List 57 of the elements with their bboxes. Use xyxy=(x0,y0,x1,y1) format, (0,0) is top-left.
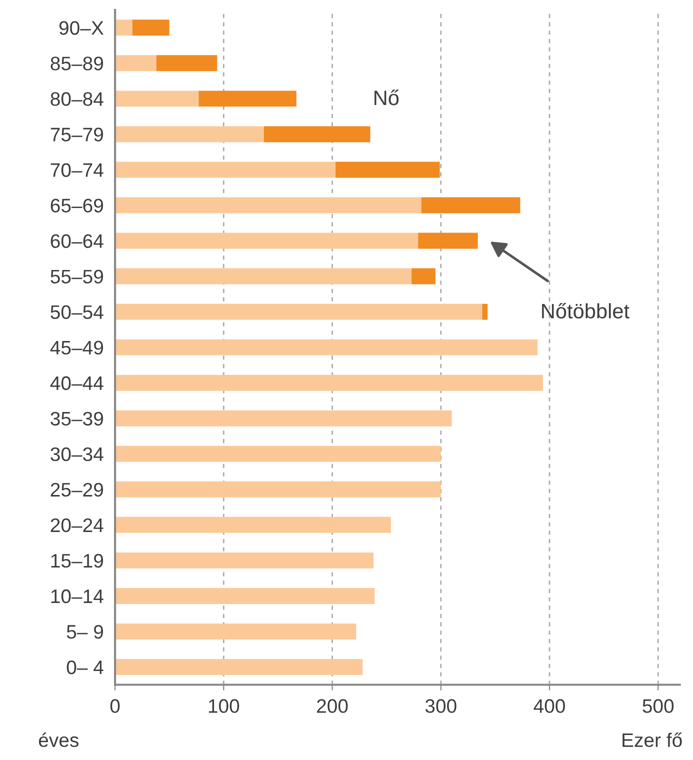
y-tick-label: 45–49 xyxy=(50,340,104,355)
bar xyxy=(115,232,418,249)
bar xyxy=(418,232,478,249)
bar xyxy=(115,552,374,568)
annotation: Nő xyxy=(374,90,399,106)
bar xyxy=(115,339,538,356)
y-tick-label: 10–14 xyxy=(51,589,104,604)
bar xyxy=(132,20,170,36)
y-tick-label: 85–89 xyxy=(50,56,104,70)
x-tick-label: 300 xyxy=(425,699,456,713)
x-axis-title: Ezer fő xyxy=(622,732,682,748)
y-tick-label: 65–69 xyxy=(50,198,104,212)
y-tick-label: 15–19 xyxy=(51,554,104,568)
bar xyxy=(115,304,482,320)
y-axis-title: éves xyxy=(38,732,78,748)
y-tick-label: 75–79 xyxy=(50,128,104,142)
bar xyxy=(115,446,441,462)
bar xyxy=(115,374,543,391)
bar xyxy=(115,126,264,142)
bar xyxy=(115,481,441,498)
y-tick-label: 40–44 xyxy=(50,376,104,390)
bar xyxy=(156,55,218,72)
bar xyxy=(115,55,156,72)
bar xyxy=(264,126,370,142)
bar xyxy=(421,197,520,214)
x-tick-label: 0 xyxy=(110,699,120,713)
y-tick-label: 5– 9 xyxy=(66,624,104,639)
y-tick-label: 60–64 xyxy=(50,234,104,248)
y-tick-label: 80–84 xyxy=(50,92,104,106)
bar xyxy=(336,162,440,178)
bar xyxy=(115,162,336,178)
y-tick-label: 55–59 xyxy=(50,270,104,284)
bar xyxy=(115,659,363,675)
y-tick-label: 35–39 xyxy=(50,412,104,426)
y-tick-label: 25–29 xyxy=(50,482,104,497)
bar xyxy=(412,268,436,284)
bar xyxy=(115,516,391,533)
y-tick-label: 70–74 xyxy=(50,163,104,177)
y-tick-label: 90–X xyxy=(59,21,104,35)
bar xyxy=(115,90,199,107)
y-tick-label: 0– 4 xyxy=(66,660,104,674)
x-tick-label: 500 xyxy=(642,699,674,713)
x-tick-label: 100 xyxy=(208,699,240,713)
bar xyxy=(115,588,375,604)
bar xyxy=(115,197,422,214)
bar xyxy=(115,268,412,284)
bar xyxy=(198,90,296,107)
bar xyxy=(115,20,132,36)
bar xyxy=(115,410,452,426)
annotation: Nőtöbblet xyxy=(542,302,630,318)
bar xyxy=(115,623,356,640)
y-tick-label: 50–54 xyxy=(50,305,104,320)
x-tick-label: 400 xyxy=(534,699,565,713)
y-tick-label: 20–24 xyxy=(50,518,104,532)
x-tick-label: 200 xyxy=(317,699,348,713)
bar xyxy=(482,304,488,320)
y-tick-label: 30–34 xyxy=(50,447,104,462)
